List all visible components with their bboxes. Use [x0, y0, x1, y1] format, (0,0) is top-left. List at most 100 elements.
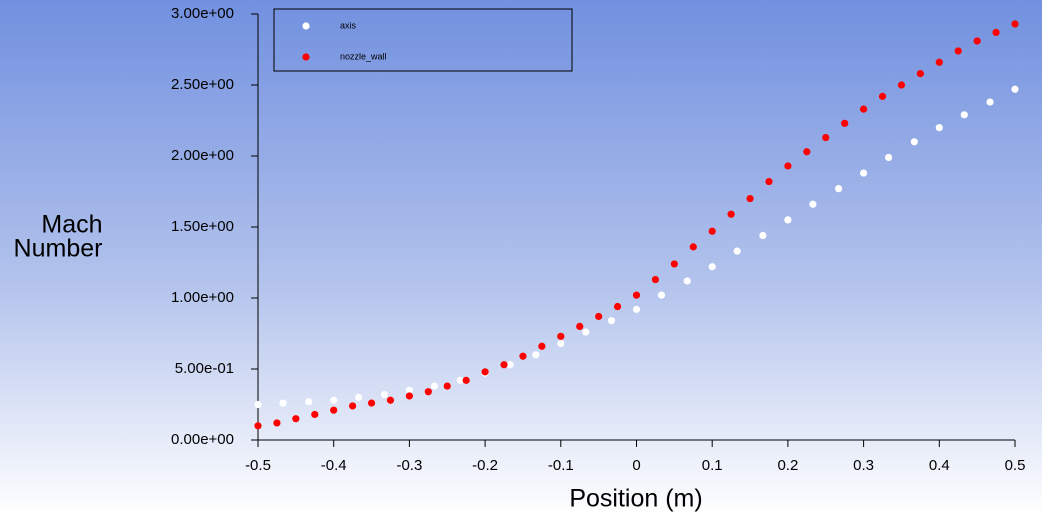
data-point	[254, 422, 262, 430]
data-point	[355, 393, 363, 401]
data-point	[500, 361, 508, 369]
x-tick-label: 0.3	[853, 457, 874, 474]
data-point	[557, 332, 565, 340]
data-point	[506, 361, 514, 369]
data-point	[557, 339, 565, 348]
data-point	[822, 133, 830, 142]
data-point	[860, 105, 868, 113]
x-tick-label: 0.4	[929, 457, 950, 474]
data-point	[1011, 20, 1019, 28]
data-point	[305, 398, 313, 406]
data-point	[683, 277, 691, 285]
data-point	[632, 291, 641, 299]
legend-box	[273, 8, 573, 72]
y-tick-label: 3.00e+00	[171, 5, 234, 22]
x-tick-label: 0.1	[702, 457, 723, 474]
data-point	[1011, 85, 1019, 93]
data-point	[841, 119, 849, 127]
data-point	[992, 28, 1000, 37]
x-tick-label: -0.3	[396, 457, 422, 474]
data-point	[254, 400, 262, 409]
x-axis-title: Position (m)	[569, 485, 702, 513]
y-tick-label: 1.00e+00	[171, 289, 234, 306]
data-point	[292, 415, 300, 423]
data-point	[279, 399, 287, 407]
data-point	[897, 81, 906, 89]
data-point	[443, 382, 451, 390]
data-point	[424, 388, 432, 396]
data-point	[784, 216, 792, 224]
data-point	[405, 392, 413, 400]
y-tick-label: 2.00e+00	[171, 147, 234, 164]
data-point	[430, 382, 438, 390]
x-tick-label: -0.2	[472, 457, 498, 474]
legend-marker	[302, 53, 310, 61]
data-point	[657, 291, 666, 299]
data-point	[519, 352, 527, 360]
data-point	[835, 185, 843, 193]
data-point	[765, 177, 773, 186]
legend-label: nozzle_wall	[340, 51, 387, 61]
data-point	[456, 376, 464, 384]
data-point	[386, 396, 395, 404]
data-point	[538, 342, 546, 350]
x-tick-label: 0	[632, 457, 640, 474]
legend-marker	[302, 22, 310, 30]
x-tick-label: 0.5	[1005, 457, 1026, 474]
data-point	[803, 148, 811, 156]
data-point	[708, 263, 716, 271]
data-point	[532, 351, 540, 359]
data-point	[607, 317, 616, 325]
data-point	[689, 243, 697, 251]
data-point	[670, 260, 678, 268]
data-point	[935, 58, 943, 66]
data-point	[973, 37, 981, 45]
x-tick-label: -0.1	[548, 457, 574, 474]
data-point	[986, 98, 994, 106]
x-tick-label: -0.5	[245, 457, 271, 474]
data-point	[727, 210, 735, 218]
data-point	[960, 111, 968, 119]
x-tick-label: 0.2	[777, 457, 798, 474]
data-point	[759, 231, 767, 240]
data-point	[733, 247, 741, 255]
data-point	[330, 396, 338, 404]
data-point	[481, 368, 489, 376]
legend-label: axis	[340, 20, 357, 30]
data-point	[582, 328, 590, 336]
data-point	[784, 162, 792, 170]
data-point	[311, 410, 319, 419]
data-point	[613, 302, 622, 311]
data-point	[746, 195, 754, 203]
data-point	[860, 169, 868, 177]
data-point	[380, 390, 389, 399]
data-point	[367, 399, 376, 407]
data-point	[916, 70, 924, 78]
data-point	[576, 322, 584, 330]
y-axis-title: Number	[14, 235, 103, 263]
data-point	[330, 406, 338, 414]
data-point	[910, 138, 918, 146]
data-point	[809, 200, 817, 208]
data-point	[708, 227, 716, 235]
y-tick-label: 0.00e+00	[171, 431, 234, 448]
y-tick-label: 5.00e-01	[175, 360, 234, 377]
y-tick-label: 2.50e+00	[171, 76, 234, 93]
data-point	[954, 47, 962, 55]
data-point	[878, 92, 887, 100]
data-point	[405, 386, 413, 394]
data-point	[632, 305, 641, 313]
data-point	[651, 275, 660, 284]
data-point	[595, 312, 603, 321]
x-tick-label: -0.4	[321, 457, 347, 474]
data-point	[349, 402, 357, 410]
data-point	[462, 376, 470, 384]
data-point	[273, 419, 281, 427]
data-point	[935, 124, 943, 132]
data-point	[884, 153, 893, 162]
y-axis-title: Mach	[41, 211, 102, 239]
y-tick-label: 1.50e+00	[171, 218, 234, 235]
